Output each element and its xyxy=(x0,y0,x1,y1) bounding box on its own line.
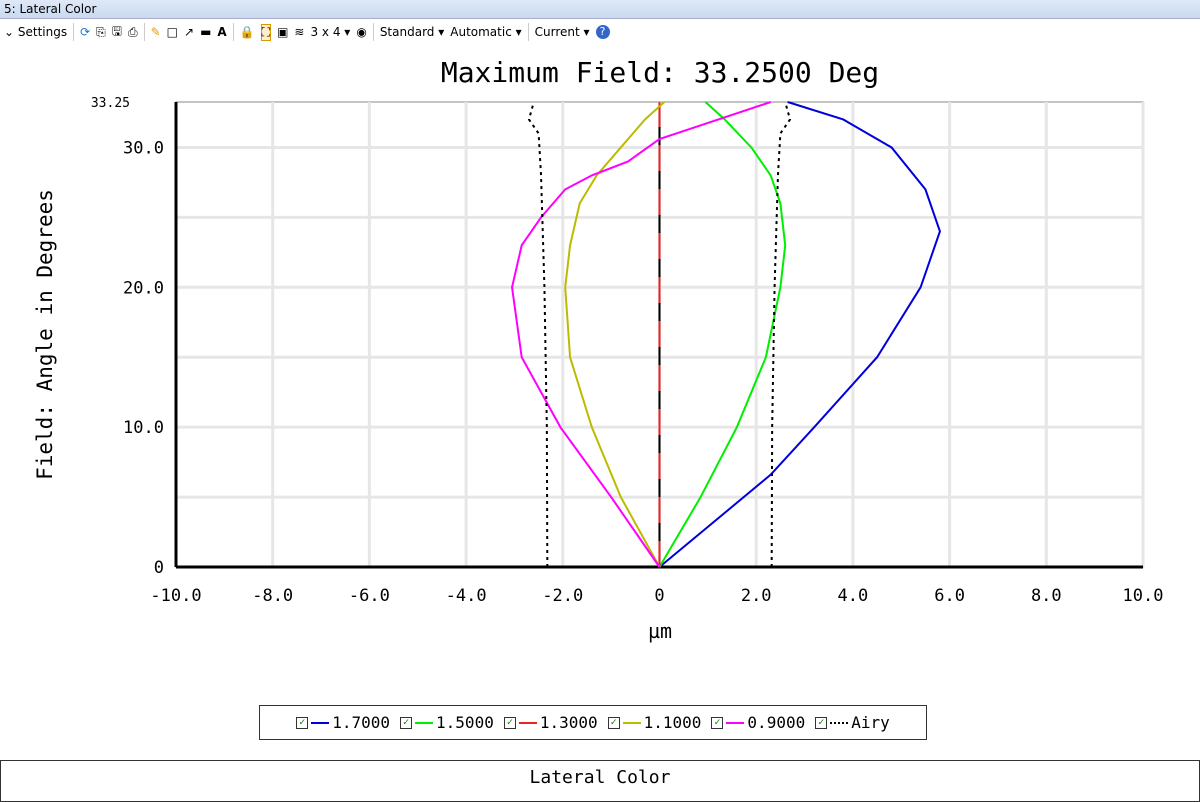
legend-item[interactable]: ✓ 1.5000 xyxy=(400,713,494,732)
y-tick-label: 30.0 xyxy=(123,138,164,158)
standard-dropdown[interactable]: Standard ▾ xyxy=(379,25,445,39)
legend-label: 0.9000 xyxy=(747,713,806,732)
x-tick-label: 4.0 xyxy=(838,586,869,606)
print-icon[interactable]: ⎙ xyxy=(128,24,138,39)
x-axis-label: µm xyxy=(648,619,672,643)
settings-label: Settings xyxy=(17,25,68,39)
x-tick-label: -6.0 xyxy=(349,586,390,606)
x-tick-label: 2.0 xyxy=(741,586,772,606)
y-max-label: 33.25 xyxy=(91,96,130,111)
checkbox-icon[interactable]: ✓ xyxy=(711,716,724,729)
y-tick-label: 20.0 xyxy=(123,278,164,298)
lock-icon[interactable]: 🔒 xyxy=(239,25,255,39)
series-line-1.7000 xyxy=(658,101,941,568)
pencil-icon[interactable]: ✎ xyxy=(150,25,161,39)
window-icon[interactable]: ▣ xyxy=(277,25,289,39)
current-dropdown[interactable]: Current ▾ xyxy=(534,25,590,39)
series-line-0.9000 xyxy=(511,101,772,568)
y-axis-label: Field: Angle in Degrees xyxy=(33,189,57,480)
text-icon[interactable]: A xyxy=(217,25,227,39)
settings-button[interactable]: ⌄ Settings xyxy=(4,25,68,39)
clock-icon[interactable]: ◉ xyxy=(356,25,367,39)
line-icon[interactable]: ▬ xyxy=(200,25,212,39)
divider xyxy=(527,23,529,41)
checkbox-icon[interactable]: ✓ xyxy=(815,716,828,729)
window-titlebar: 5: Lateral Color xyxy=(0,0,1200,19)
series-line-1.1000 xyxy=(564,101,666,568)
save-icon[interactable]: 🖫 xyxy=(111,23,122,38)
legend-label: 1.1000 xyxy=(643,713,702,732)
legend-item[interactable]: ✓ 1.7000 xyxy=(296,713,390,732)
x-tick-label: -10.0 xyxy=(150,586,201,606)
refresh-icon[interactable]: ⟳ xyxy=(80,25,91,39)
checkbox-icon[interactable]: ✓ xyxy=(400,716,413,729)
x-tick-label: -4.0 xyxy=(446,586,487,606)
rectangle-icon[interactable]: □ xyxy=(166,25,179,39)
automatic-dropdown[interactable]: Automatic ▾ xyxy=(450,25,522,39)
legend-swatch xyxy=(830,721,849,724)
legend-label: 1.5000 xyxy=(436,713,494,732)
footer-panel: Lateral Color xyxy=(0,760,1200,802)
x-tick-label: -8.0 xyxy=(252,586,293,606)
checkbox-icon[interactable]: ✓ xyxy=(296,716,309,729)
series-line-Airy xyxy=(527,101,549,568)
toolbar: ⌄ Settings ⟳ ⎘ 🖫 ⎙ ✎ □ ↗ ▬ A 🔒 ⛶ ▣ ≋ 3 x… xyxy=(0,20,1200,44)
window-title: 5: Lateral Color xyxy=(4,2,97,16)
legend-swatch xyxy=(311,721,330,724)
legend-item[interactable]: ✓ Airy xyxy=(815,713,890,732)
legend-item[interactable]: ✓ 0.9000 xyxy=(711,713,805,732)
lateral-color-chart: -10.0 -8.0 -6.0 -4.0 -2.0 0 2.0 4.0 6.0 8.0 10.0 0 1… xyxy=(33,56,1164,643)
legend-item[interactable]: ✓ 1.3000 xyxy=(503,713,598,732)
chart-title: Maximum Field: 33.2500 Deg xyxy=(441,56,879,89)
y-tick-label: 10.0 xyxy=(123,418,164,438)
legend-swatch xyxy=(726,721,745,724)
footer-label: Lateral Color xyxy=(529,767,671,788)
x-tick-label: -2.0 xyxy=(542,586,583,606)
divider xyxy=(372,23,374,41)
arrow-icon[interactable]: ↗ xyxy=(184,25,195,39)
legend-label: Airy xyxy=(851,713,890,732)
layers-icon[interactable]: ≋ xyxy=(294,25,305,39)
series-line-Airy xyxy=(770,101,792,568)
copy-icon[interactable]: ⎘ xyxy=(96,24,106,39)
divider xyxy=(232,23,234,41)
divider xyxy=(73,23,75,41)
legend-swatch xyxy=(622,721,641,724)
legend-swatch xyxy=(415,721,434,724)
y-tick-label: 0 xyxy=(154,558,164,578)
divider xyxy=(143,23,145,41)
legend-item[interactable]: ✓ 1.1000 xyxy=(607,713,702,732)
layout-dropdown[interactable]: 3 x 4 ▾ xyxy=(310,25,351,39)
fit-icon[interactable]: ⛶ xyxy=(260,23,272,41)
x-tick-label: 10.0 xyxy=(1123,586,1164,606)
x-tick-label: 6.0 xyxy=(934,586,965,606)
legend-label: 1.3000 xyxy=(539,713,598,732)
x-tick-label: 8.0 xyxy=(1031,586,1062,606)
legend-swatch xyxy=(518,721,537,724)
legend: ✓ 1.7000 ✓ 1.5000 ✓ 1.3000 ✓ 1.1000 ✓ 0.9000 ✓ Airy xyxy=(259,705,927,740)
checkbox-icon[interactable]: ✓ xyxy=(503,716,516,729)
series-line-1.5000 xyxy=(658,101,787,568)
legend-label: 1.7000 xyxy=(332,713,391,732)
x-tick-label: 0 xyxy=(654,586,664,606)
checkbox-icon[interactable]: ✓ xyxy=(607,716,620,729)
help-icon[interactable]: ? xyxy=(595,25,610,39)
